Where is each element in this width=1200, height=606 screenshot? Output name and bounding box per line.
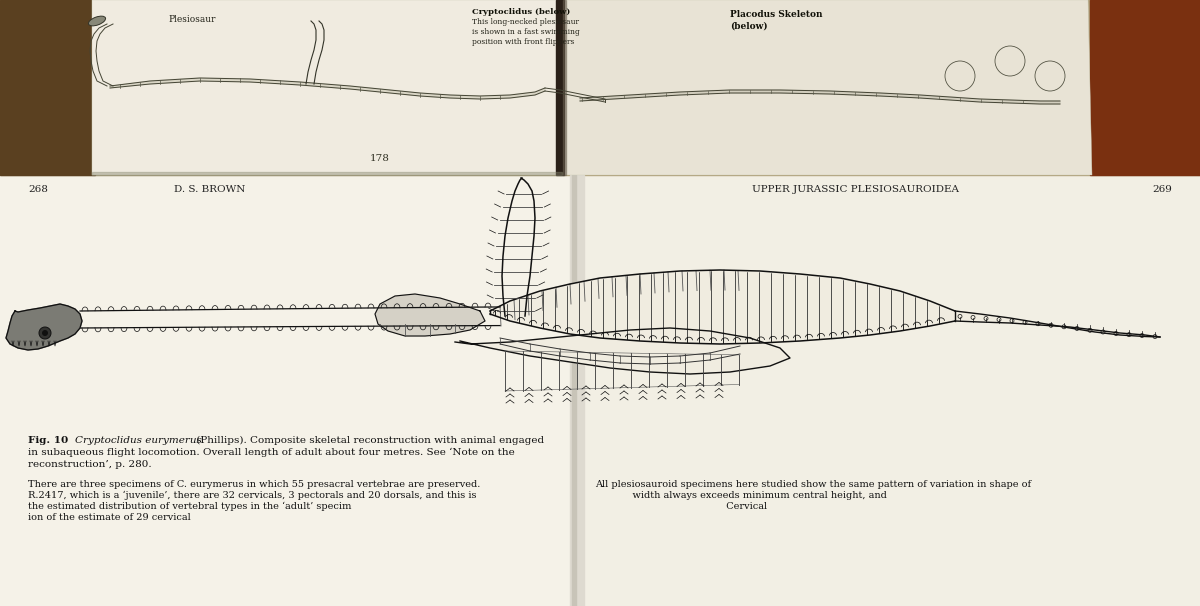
Bar (0, 175, 576, 606)
Text: D. S. BROWN: D. S. BROWN (174, 185, 246, 194)
Text: position with front flippers: position with front flippers (472, 38, 575, 46)
Polygon shape (92, 0, 562, 175)
Text: reconstruction’, p. 280.: reconstruction’, p. 280. (28, 460, 151, 469)
Bar (556, 0, 564, 175)
Text: 269: 269 (1152, 185, 1172, 194)
Bar (570, 175, 584, 606)
Text: in subaqueous flight locomotion. Overall length of adult about four metres. See : in subaqueous flight locomotion. Overall… (28, 448, 515, 458)
Text: ion of the estimate of 29 cervical: ion of the estimate of 29 cervical (28, 513, 191, 522)
Polygon shape (6, 304, 82, 350)
Circle shape (42, 330, 48, 336)
Bar (576, 175, 1200, 606)
Polygon shape (580, 90, 1060, 104)
Polygon shape (490, 270, 955, 344)
Text: (Phillips). Composite skeletal reconstruction with animal engaged: (Phillips). Composite skeletal reconstru… (193, 436, 544, 445)
Polygon shape (110, 78, 545, 99)
Bar (0, 0, 95, 175)
Polygon shape (455, 328, 790, 374)
Text: 178: 178 (370, 154, 390, 163)
Text: Cryptoclidus (below): Cryptoclidus (below) (472, 8, 570, 16)
Text: There are three specimens of C. eurymerus in which 55 presacral vertebrae are pr: There are three specimens of C. eurymeru… (28, 480, 480, 489)
Polygon shape (558, 0, 1092, 175)
Text: Fig. 10: Fig. 10 (28, 436, 68, 445)
Text: Cryptoclidus eurymerus: Cryptoclidus eurymerus (74, 436, 202, 445)
Text: width always exceeds minimum central height, and: width always exceeds minimum central hei… (595, 491, 887, 500)
Text: 268: 268 (28, 185, 48, 194)
Text: This long-necked plesiosaur: This long-necked plesiosaur (472, 18, 580, 26)
Bar (1090, 0, 1200, 175)
Bar (572, 175, 576, 606)
Circle shape (38, 327, 50, 339)
Bar (0, 0, 1200, 175)
Text: All plesiosauroid specimens here studied show the same pattern of variation in s: All plesiosauroid specimens here studied… (595, 480, 1031, 489)
Ellipse shape (89, 16, 106, 26)
Text: the estimated distribution of vertebral types in the ‘adult’ specim: the estimated distribution of vertebral … (28, 502, 352, 511)
Text: is shown in a fast swimming: is shown in a fast swimming (472, 28, 580, 36)
Text: Cervical: Cervical (595, 502, 767, 511)
Polygon shape (374, 294, 485, 336)
Bar (92, 172, 562, 175)
Text: UPPER JURASSIC PLESIOSAUROIDEA: UPPER JURASSIC PLESIOSAUROIDEA (751, 185, 959, 194)
Text: (below): (below) (730, 22, 768, 31)
Polygon shape (955, 311, 1160, 337)
Text: Plesiosaur: Plesiosaur (168, 15, 216, 24)
Bar (563, 0, 566, 175)
Text: R.2417, which is a ‘juvenile’, there are 32 cervicals, 3 pectorals and 20 dorsal: R.2417, which is a ‘juvenile’, there are… (28, 491, 476, 501)
Text: Placodus Skeleton: Placodus Skeleton (730, 10, 822, 19)
